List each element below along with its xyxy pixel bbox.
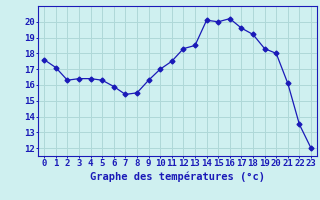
X-axis label: Graphe des températures (°c): Graphe des températures (°c) [90, 171, 265, 182]
